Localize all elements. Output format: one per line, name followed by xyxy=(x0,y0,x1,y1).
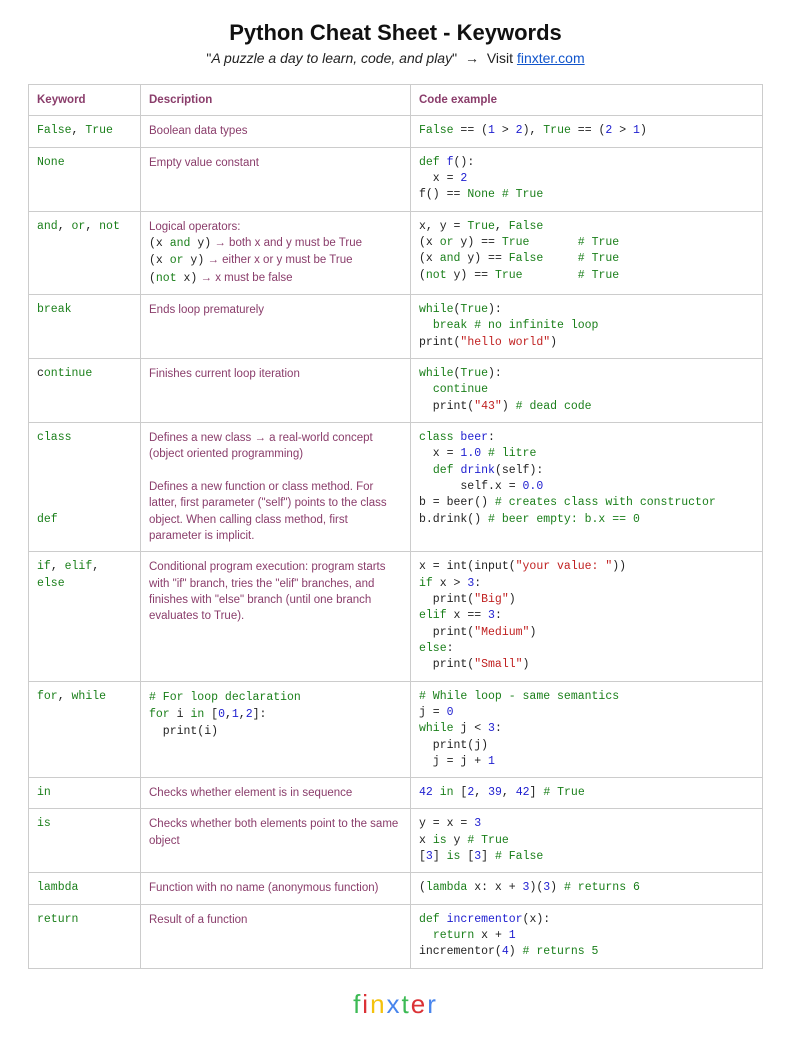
table-row: return Result of a function def incremen… xyxy=(29,904,763,968)
table-header-row: Keyword Description Code example xyxy=(29,85,763,116)
table-row: class def Defines a new class → a real-w… xyxy=(29,422,763,551)
table-row: continue Finishes current loop iteration… xyxy=(29,358,763,422)
kw-cell: continue xyxy=(29,358,141,422)
logo-char: r xyxy=(427,989,438,1020)
kw-cell: None xyxy=(29,147,141,211)
desc-cell: Function with no name (anonymous functio… xyxy=(141,873,411,904)
desc-cell: Result of a function xyxy=(141,904,411,968)
table-row: if, elif, else Conditional program execu… xyxy=(29,552,763,681)
arrow-icon: → xyxy=(465,50,479,66)
table-row: None Empty value constant def f(): x = 2… xyxy=(29,147,763,211)
logo-char: i xyxy=(362,989,370,1020)
kw-cell: and, or, not xyxy=(29,211,141,294)
kw-cell: return xyxy=(29,904,141,968)
desc-cell: Checks whether both elements point to th… xyxy=(141,809,411,873)
kw-cell: class def xyxy=(29,422,141,551)
code-cell: while(True): break # no infinite loop pr… xyxy=(411,294,763,358)
code-cell: x = int(input("your value: ")) if x > 3:… xyxy=(411,552,763,681)
desc-cell: Boolean data types xyxy=(141,116,411,147)
kw-cell: False, True xyxy=(29,116,141,147)
code-cell: x, y = True, False (x or y) == True # Tr… xyxy=(411,211,763,294)
kw-cell: if, elif, else xyxy=(29,552,141,681)
table-row: lambda Function with no name (anonymous … xyxy=(29,873,763,904)
logo-char: f xyxy=(353,989,362,1020)
desc-cell: Checks whether element is in sequence xyxy=(141,778,411,809)
code-cell: class beer: x = 1.0 # litre def drink(se… xyxy=(411,422,763,551)
code-cell: def incrementor(x): return x + 1 increme… xyxy=(411,904,763,968)
desc-text: Defines a new class → a real-world conce… xyxy=(149,432,373,460)
table-row: is Checks whether both elements point to… xyxy=(29,809,763,873)
table-row: for, while # For loop declarationfor i i… xyxy=(29,681,763,778)
col-code: Code example xyxy=(411,85,763,116)
desc-cell: Finishes current loop iteration xyxy=(141,358,411,422)
desc-cell: Empty value constant xyxy=(141,147,411,211)
table-row: and, or, not Logical operators: (x and y… xyxy=(29,211,763,294)
logo-char: e xyxy=(411,989,427,1020)
page-title: Python Cheat Sheet - Keywords xyxy=(28,20,763,46)
kw-cell: break xyxy=(29,294,141,358)
code-cell: while(True): continue print("43") # dead… xyxy=(411,358,763,422)
kw-cell: for, while xyxy=(29,681,141,778)
logo-char: x xyxy=(387,989,402,1020)
table-row: False, True Boolean data types False == … xyxy=(29,116,763,147)
finxter-link[interactable]: finxter.com xyxy=(517,50,585,66)
code-cell: # While loop - same semantics j = 0 whil… xyxy=(411,681,763,778)
code-cell: (lambda x: x + 3)(3) # returns 6 xyxy=(411,873,763,904)
code-cell: y = x = 3 x is y # True [3] is [3] # Fal… xyxy=(411,809,763,873)
desc-cell: # For loop declarationfor i in [0,1,2]: … xyxy=(141,681,411,778)
desc-cell: Ends loop prematurely xyxy=(141,294,411,358)
table-row: in Checks whether element is in sequence… xyxy=(29,778,763,809)
desc-cell: Defines a new class → a real-world conce… xyxy=(141,422,411,551)
kw-cell: is xyxy=(29,809,141,873)
kw-cell: in xyxy=(29,778,141,809)
logo-char: n xyxy=(370,989,386,1020)
desc-cell: Logical operators: (x and y) → both x an… xyxy=(141,211,411,294)
desc-cell: Conditional program execution: program s… xyxy=(141,552,411,681)
kw-cell: lambda xyxy=(29,873,141,904)
desc-text: Defines a new function or class method. … xyxy=(149,481,387,542)
footer-logo: finxter xyxy=(28,989,763,1020)
col-description: Description xyxy=(141,85,411,116)
slogan: A puzzle a day to learn, code, and play xyxy=(211,50,452,66)
visit-label: Visit xyxy=(487,50,513,66)
keywords-table: Keyword Description Code example False, … xyxy=(28,84,763,969)
code-cell: 42 in [2, 39, 42] # True xyxy=(411,778,763,809)
table-row: break Ends loop prematurely while(True):… xyxy=(29,294,763,358)
code-cell: False == (1 > 2), True == (2 > 1) xyxy=(411,116,763,147)
page-subtitle: "A puzzle a day to learn, code, and play… xyxy=(28,50,763,66)
code-cell: def f(): x = 2 f() == None # True xyxy=(411,147,763,211)
logo-char: t xyxy=(402,989,411,1020)
col-keyword: Keyword xyxy=(29,85,141,116)
